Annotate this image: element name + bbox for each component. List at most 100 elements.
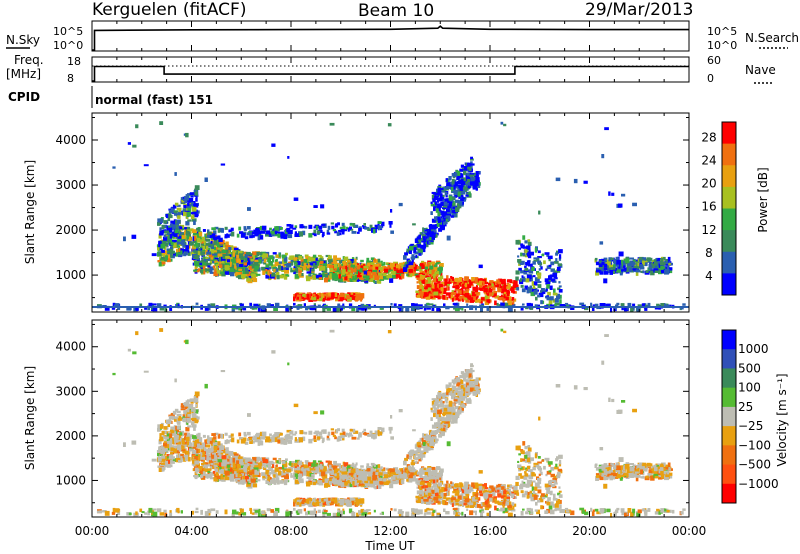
power-cell <box>627 267 631 270</box>
power-cell <box>373 258 376 262</box>
power-cell <box>462 283 465 288</box>
power-cell <box>426 242 429 248</box>
power-cell <box>558 285 562 288</box>
power-cell <box>467 185 471 189</box>
power-cell <box>642 260 645 266</box>
power-cell <box>308 256 313 261</box>
power-cell <box>428 240 434 245</box>
velocity-cell <box>176 410 181 413</box>
velocity-cell <box>215 510 219 514</box>
power-cell <box>645 270 649 273</box>
beam-title: Beam 10 <box>358 1 434 21</box>
velocity-cell <box>411 508 415 512</box>
power-cell <box>390 266 395 270</box>
power-cell <box>426 238 431 243</box>
power-cell <box>261 257 266 261</box>
power-cell <box>287 234 293 239</box>
power-cell <box>135 306 138 310</box>
power-cell <box>241 273 246 279</box>
power-cell <box>510 288 515 293</box>
velocity-cell <box>219 449 222 452</box>
power-cell <box>166 254 171 259</box>
power-cell <box>435 295 440 298</box>
power-cell <box>252 234 255 238</box>
power-cell <box>439 283 443 289</box>
power-cell <box>286 227 291 232</box>
power-cell <box>289 225 294 229</box>
power-cell <box>281 254 286 259</box>
velocity-cell <box>176 425 181 430</box>
power-cell <box>448 201 453 207</box>
velocity-cell <box>184 402 189 407</box>
power-cell <box>312 254 317 258</box>
power-cell <box>469 163 475 166</box>
power-cell <box>307 263 311 268</box>
velocity-cell <box>362 512 368 516</box>
velocity-cell <box>184 456 188 462</box>
power-cell <box>347 229 350 232</box>
power-cell <box>313 226 316 229</box>
power-cell <box>192 246 196 250</box>
power-cell <box>420 293 424 299</box>
power-cell <box>420 247 423 250</box>
power-cell <box>405 264 409 268</box>
power-cell <box>202 265 206 270</box>
power-cell <box>274 226 279 231</box>
power-cell <box>432 267 438 272</box>
power-cell <box>429 265 434 270</box>
velocity-cell <box>182 433 187 436</box>
power-cell <box>160 262 164 267</box>
power-cell <box>653 261 658 266</box>
power-cell <box>242 270 247 274</box>
power-cell <box>224 246 229 249</box>
power-cell <box>258 259 262 264</box>
power-cell <box>650 270 655 276</box>
power-cell <box>466 180 470 186</box>
power-cell <box>193 244 197 249</box>
velocity-cell <box>525 511 529 515</box>
power-cell <box>547 255 553 260</box>
power-cell <box>474 292 480 295</box>
velocity-cell <box>432 509 436 513</box>
velocity-cell <box>231 512 235 517</box>
power-cell <box>451 290 454 293</box>
power-cell <box>355 256 358 260</box>
power-cell <box>316 230 321 234</box>
y-tick-label: 3000 <box>55 178 86 192</box>
power-cell <box>252 251 257 256</box>
power-cell <box>230 256 233 261</box>
power-cell <box>163 220 168 224</box>
power-cell <box>423 242 429 247</box>
velocity-cell <box>401 512 404 517</box>
power-cell <box>605 262 609 266</box>
power-cell <box>323 304 328 307</box>
power-cell <box>235 272 241 275</box>
power-cell <box>318 230 323 233</box>
velocity-cell <box>180 510 183 514</box>
power-cell <box>206 271 209 274</box>
power-cell <box>211 233 216 237</box>
power-cell <box>189 242 194 246</box>
power-cell <box>433 291 439 296</box>
velocity-cell <box>251 512 255 515</box>
power-cell <box>265 230 271 235</box>
power-cell <box>411 272 415 277</box>
velocity-cell <box>178 434 181 439</box>
power-cell <box>489 292 493 296</box>
power-cell <box>537 260 542 264</box>
power-cell <box>421 238 424 241</box>
power-cell <box>362 225 365 228</box>
power-cell <box>541 291 546 294</box>
power-cell <box>557 263 562 266</box>
power-cell <box>421 238 427 243</box>
power-cell <box>233 247 239 250</box>
power-cell <box>533 259 537 262</box>
power-cell <box>451 187 454 192</box>
power-cell <box>573 178 578 184</box>
power-cell <box>464 286 470 291</box>
power-cell <box>550 304 555 308</box>
power-cell <box>540 266 543 270</box>
power-cell <box>553 274 557 279</box>
power-cell <box>210 255 214 260</box>
power-cell <box>599 303 605 308</box>
